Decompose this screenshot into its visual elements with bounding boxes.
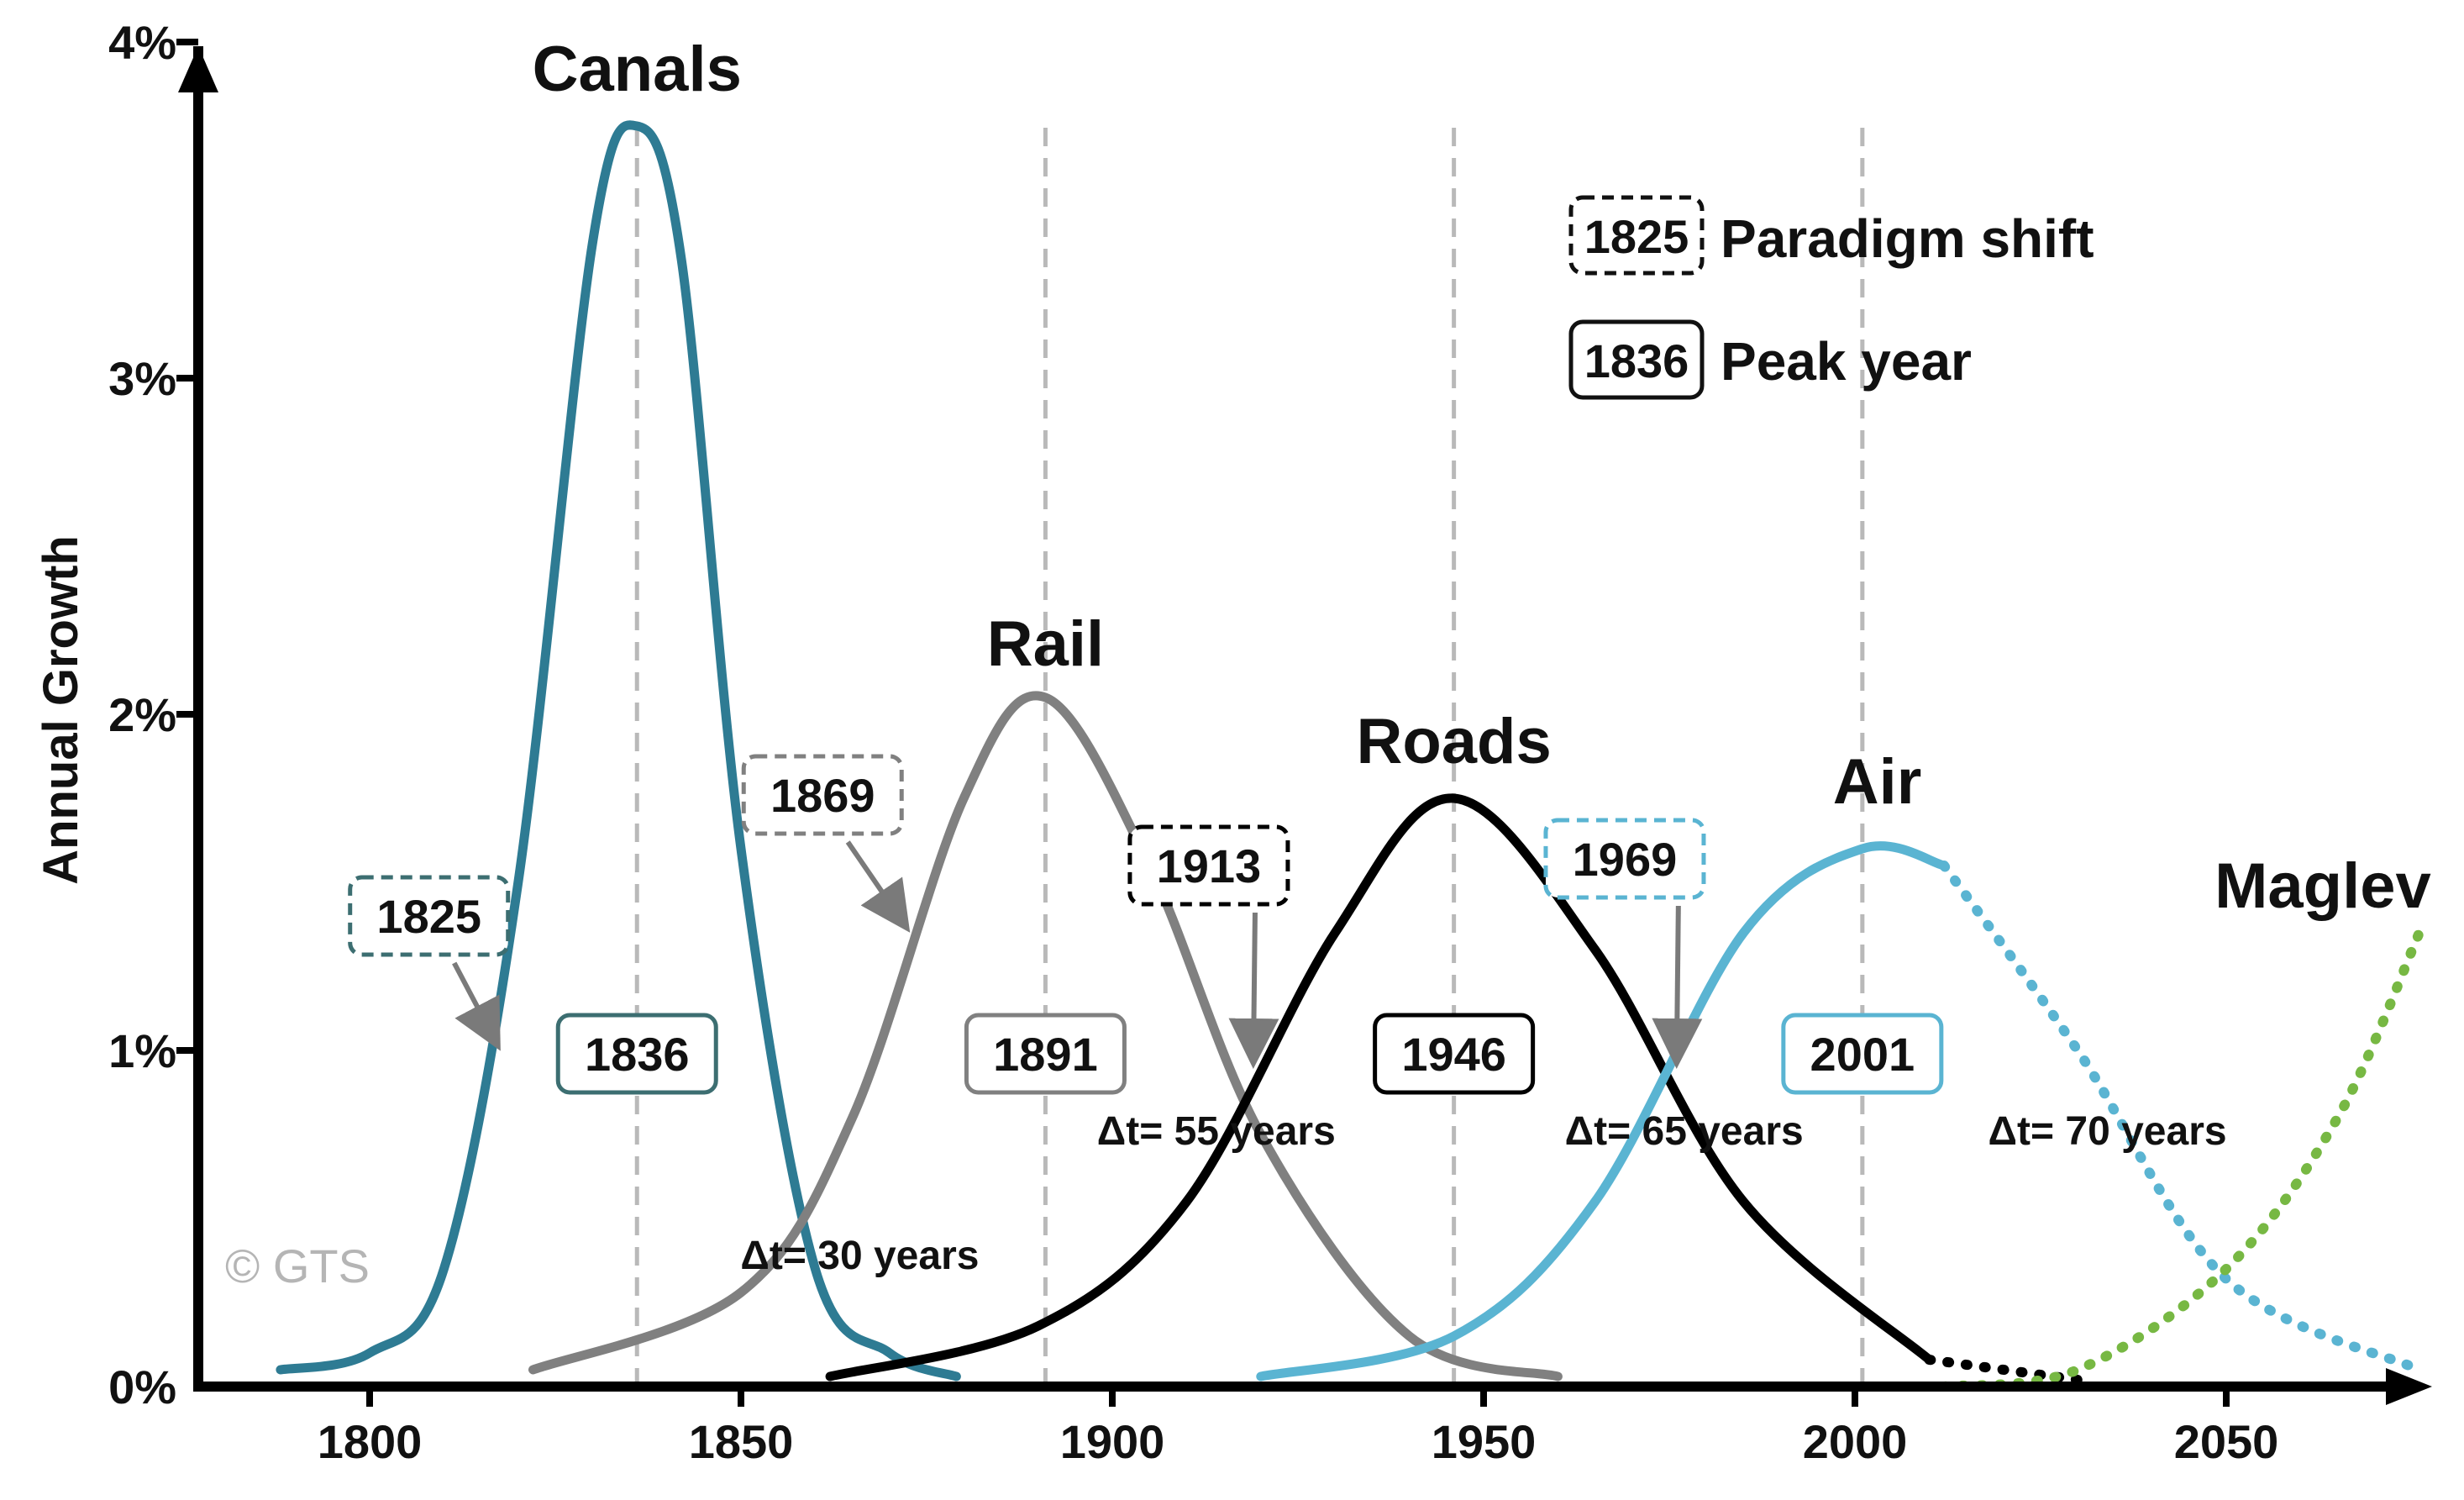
growth-curves	[276, 120, 2425, 1392]
y-axis-label: Annual Growth	[34, 535, 88, 885]
series-line-air	[1256, 841, 1949, 1382]
year-boxes: 1825 1869 1913 1969 1836 1891 1946 2001	[348, 754, 1944, 1095]
series-labels: Canals Rail Roads Air Maglev Δt= 30 years Δt= …	[533, 34, 2431, 1278]
series-line-rail	[528, 691, 1563, 1382]
y-axis-arrow	[178, 46, 218, 92]
delta-t-label: Δt= 70 years	[1989, 1109, 2227, 1154]
legend-dashed-sample: 1825	[1584, 210, 1689, 263]
paradigm-shift-box: 1913	[1127, 824, 1290, 1069]
y-tick-label: 2%	[108, 688, 176, 741]
paradigm-shift-year: 1869	[770, 769, 875, 822]
paradigm-shift-box: 1825	[348, 875, 511, 1051]
x-tick-label: 1850	[689, 1415, 794, 1468]
series-label-maglev: Maglev	[2214, 850, 2431, 922]
legend-solid-box	[1568, 319, 1705, 400]
delta-t-label: Δt= 65 years	[1565, 1109, 1804, 1154]
paradigm-shift-arrow	[845, 840, 911, 933]
watermark: © GTS	[225, 1239, 370, 1292]
peak-year-label: 1836	[585, 1028, 690, 1081]
paradigm-shift-arrow	[1652, 905, 1703, 1069]
peak-year-box: 1891	[964, 1013, 1127, 1095]
paradigm-shift-box: 1869	[741, 754, 911, 933]
paradigm-shift-year: 1825	[376, 890, 481, 943]
series-label-roads: Roads	[1356, 706, 1551, 777]
legend-solid-sample: 1836	[1584, 334, 1689, 387]
x-tick-label: 1900	[1060, 1415, 1165, 1468]
peak-year-label: 1946	[1401, 1028, 1506, 1081]
series-line-canals	[276, 120, 961, 1382]
y-tick-label: 1%	[108, 1024, 176, 1077]
peak-year-box: 2001	[1781, 1013, 1944, 1095]
peak-year-label: 2001	[1810, 1028, 1915, 1081]
x-tick-label: 2050	[2174, 1415, 2279, 1468]
legend-paradigm-shift-label: Paradigm shift	[1721, 208, 2094, 269]
series-line-roads	[825, 793, 1934, 1382]
x-tick-label: 2000	[1803, 1415, 1908, 1468]
peak-year-label: 1891	[993, 1028, 1098, 1081]
series-line-air-projected	[1939, 861, 2425, 1375]
peak-year-box: 1946	[1373, 1013, 1536, 1095]
paradigm-shift-arrow	[1228, 912, 1279, 1069]
series-line-roads-projected	[1924, 1355, 2083, 1385]
paradigm-shift-box: 1969	[1543, 818, 1706, 1069]
delta-t-label: Δt= 55 years	[1097, 1109, 1336, 1154]
paradigm-shift-arrow	[452, 961, 501, 1051]
paradigm-shift-year: 1969	[1573, 833, 1678, 886]
x-tick-label: 1950	[1432, 1415, 1537, 1468]
paradigm-shift-year: 1913	[1157, 839, 1262, 892]
series-line-maglev	[1939, 928, 2425, 1392]
legend: 1825 Paradigm shift 1836 Peak year	[1568, 195, 2094, 400]
series-label-rail: Rail	[987, 608, 1104, 680]
axis-ticks: 1800 1850 1900 1950 2000 2050 0% 1% 2% 3% 4%	[108, 16, 2278, 1468]
y-tick-label: 3%	[108, 352, 176, 405]
legend-dashed-box	[1568, 195, 1705, 276]
x-axis-arrow	[2386, 1368, 2432, 1405]
series-label-canals: Canals	[533, 34, 742, 105]
series-label-air: Air	[1833, 746, 1922, 818]
y-tick-label: 0%	[108, 1361, 176, 1413]
y-tick-label: 4%	[108, 16, 176, 69]
delta-t-label: Δt= 30 years	[740, 1234, 979, 1278]
legend-peak-year-label: Peak year	[1721, 331, 1972, 392]
x-tick-label: 1800	[318, 1415, 423, 1468]
peak-year-box: 1836	[555, 1013, 718, 1095]
